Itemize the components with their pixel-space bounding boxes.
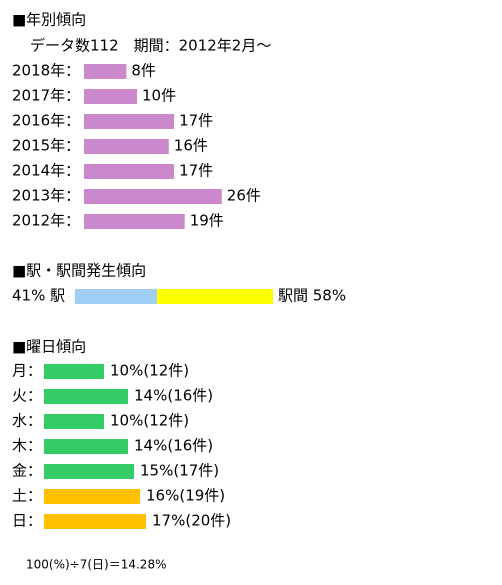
value-label: 10件: [142, 87, 176, 105]
value-label: 41% 駅: [12, 287, 65, 305]
value-label: 16件: [174, 137, 208, 155]
row-label: 2012年：: [12, 212, 80, 230]
value-label: 19件: [190, 212, 224, 230]
row-label: 木：: [12, 437, 42, 455]
subtitle: データ数112 期間：2012年2月〜: [30, 37, 271, 55]
value-label: 15%(17件): [140, 462, 219, 480]
value-label: 8件: [131, 62, 156, 80]
bar: [44, 439, 128, 454]
row-label: 日：: [12, 512, 42, 530]
bar: [84, 214, 185, 229]
row-label: 水：: [12, 412, 42, 430]
row-label: 2017年：: [12, 87, 80, 105]
bar: [84, 189, 222, 204]
row-label: 2016年：: [12, 112, 80, 130]
row-label: 土：: [12, 487, 42, 505]
bar: [84, 139, 169, 154]
value-label: 10%(12件): [110, 412, 189, 430]
bar: [44, 389, 128, 404]
row-label: 金：: [12, 462, 42, 480]
value-label: 10%(12件): [110, 362, 189, 380]
bar: [44, 514, 146, 529]
value-label: 16%(19件): [146, 487, 225, 505]
bar: [44, 464, 134, 479]
row-label: 月：: [12, 362, 42, 380]
section-title: ■年別傾向: [12, 11, 86, 29]
section-title: ■曜日傾向: [12, 338, 86, 356]
row-label: 2015年：: [12, 137, 80, 155]
bar: [157, 289, 273, 304]
row-label: 2018年：: [12, 62, 80, 80]
bar: [84, 164, 175, 179]
footer-note: 100(%)÷7(日)＝14.28%: [26, 558, 166, 572]
value-label: 17件: [179, 162, 213, 180]
row-label: 火：: [12, 387, 42, 405]
value-label: 17%(20件): [152, 512, 231, 530]
bar: [75, 289, 157, 304]
bar: [44, 489, 140, 504]
value-label: 14%(16件): [134, 387, 213, 405]
bar: [84, 89, 137, 104]
bar: [44, 364, 104, 379]
bar: [84, 114, 175, 129]
value-label: 駅間 58%: [278, 287, 346, 305]
row-label: 2014年：: [12, 162, 80, 180]
value-label: 26件: [227, 187, 261, 205]
value-label: 14%(16件): [134, 437, 213, 455]
bar: [44, 414, 104, 429]
row-label: 2013年：: [12, 187, 80, 205]
section-title: ■駅・駅間発生傾向: [12, 262, 146, 280]
bar: [84, 64, 127, 79]
value-label: 17件: [179, 112, 213, 130]
